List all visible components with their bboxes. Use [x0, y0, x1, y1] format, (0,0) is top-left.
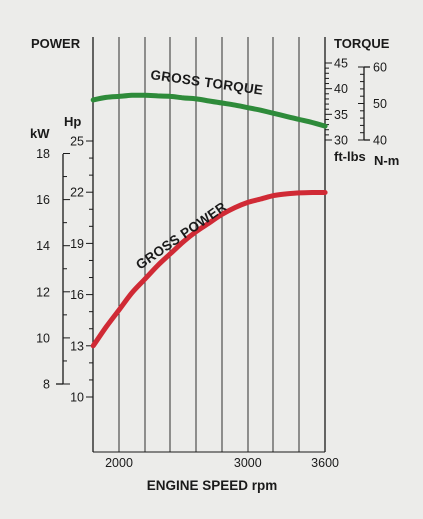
tick-labels: 10 13 16 19 22 25 8 10 12 14 16 18 30 35 40 45 40 50 60 200… [36, 57, 387, 471]
kw-tick-label: 12 [36, 285, 50, 299]
hp-unit-label: Hp [64, 114, 81, 129]
ftlbs-tick-label: 40 [334, 82, 348, 96]
kw-tick-label: 18 [36, 147, 50, 161]
hp-tick-label: 22 [70, 186, 84, 200]
x-axis-title: ENGINE SPEED rpm [147, 478, 278, 493]
kw-unit-label: kW [30, 126, 50, 141]
kw-tick-label: 10 [36, 331, 50, 345]
left-title: POWER [31, 36, 81, 51]
nm-unit-label: N-m [374, 153, 399, 168]
ftlbs-unit-label: ft-lbs [334, 149, 366, 164]
nm-tick-label: 60 [373, 61, 387, 75]
hp-tick-label: 25 [70, 135, 84, 149]
hp-tick-label: 13 [70, 339, 84, 353]
x-tick-label: 2000 [105, 456, 133, 470]
gross-power-curve [90, 190, 328, 349]
x-tick-label: 3600 [311, 456, 339, 470]
x-tick-label: 3000 [234, 456, 262, 470]
nm-tick-label: 40 [373, 134, 387, 148]
gross-torque-curve [90, 92, 328, 129]
kw-tick-label: 8 [43, 378, 50, 392]
ftlbs-tick-label: 35 [334, 108, 348, 122]
kw-tick-label: 14 [36, 239, 50, 253]
hp-tick-label: 10 [70, 391, 84, 405]
kw-tick-label: 16 [36, 193, 50, 207]
right-title: TORQUE [334, 36, 390, 51]
hp-tick-label: 16 [70, 288, 84, 302]
ftlbs-tick-label: 45 [334, 57, 348, 71]
hp-tick-label: 19 [70, 237, 84, 251]
ftlbs-tick-label: 30 [334, 134, 348, 148]
nm-tick-label: 50 [373, 97, 387, 111]
